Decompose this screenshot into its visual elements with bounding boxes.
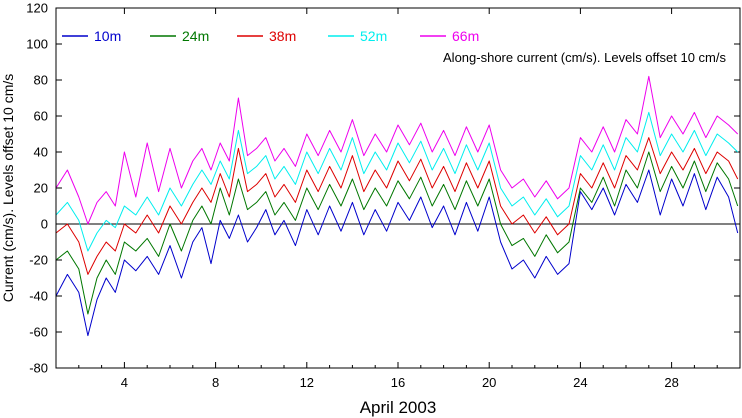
y-tick-label: -60 — [29, 325, 48, 340]
legend-label-24m: 24m — [182, 28, 209, 44]
series-line-38m — [55, 137, 739, 275]
y-tick-label: 20 — [34, 181, 48, 196]
legend-label-52m: 52m — [360, 28, 387, 44]
series-line-52m — [55, 111, 739, 252]
axes-layer: -80 -60 -40 -20 0 20 40 60 80 100 120 4 8 12 16 20 24 28 — [26, 1, 741, 390]
x-tick-label: 20 — [482, 375, 496, 390]
chart-annotation: Along-shore current (cm/s). Levels offse… — [443, 50, 726, 65]
y-tick-label: 80 — [34, 73, 48, 88]
x-tick-label: 8 — [212, 375, 219, 390]
series-line-10m — [55, 169, 739, 337]
legend-label-66m: 66m — [452, 28, 479, 44]
y-tick-label: 40 — [34, 145, 48, 160]
legend: 10m 24m 38m 52m 66m — [62, 28, 479, 44]
x-tick-label: 16 — [391, 375, 405, 390]
x-axis-title: April 2003 — [360, 398, 437, 417]
series-line-24m — [55, 151, 739, 315]
y-tick-label: -40 — [29, 289, 48, 304]
plot-frame — [55, 7, 741, 369]
x-tick-label: 24 — [573, 375, 587, 390]
y-tick-label: 100 — [26, 37, 48, 52]
x-tick-label: 4 — [121, 375, 128, 390]
y-tick-label: 120 — [26, 1, 48, 16]
series-layer — [55, 75, 739, 337]
legend-label-38m: 38m — [269, 28, 296, 44]
x-tick-label: 28 — [664, 375, 678, 390]
series-line-66m — [55, 75, 739, 225]
y-tick-label: 0 — [41, 217, 48, 232]
legend-label-10m: 10m — [94, 28, 121, 44]
y-tick-label: 60 — [34, 109, 48, 124]
y-axis-title: Current (cm/s). Levels offset 10 cm/s — [0, 74, 16, 302]
y-tick-label: -80 — [29, 361, 48, 376]
x-tick-label: 12 — [300, 375, 314, 390]
y-tick-label: -20 — [29, 253, 48, 268]
